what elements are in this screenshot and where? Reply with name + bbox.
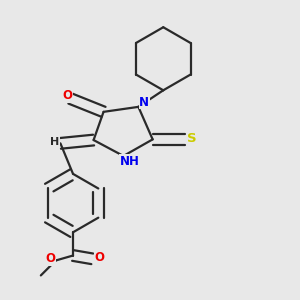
Text: N: N (140, 96, 149, 109)
Text: O: O (45, 253, 56, 266)
Text: O: O (62, 89, 72, 102)
Text: S: S (188, 132, 197, 145)
Text: NH: NH (119, 155, 140, 168)
Text: H: H (50, 137, 59, 147)
Text: O: O (95, 251, 105, 264)
